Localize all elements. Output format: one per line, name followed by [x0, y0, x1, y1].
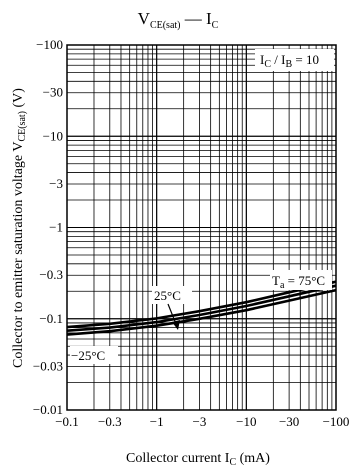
y-tick-labels: −0.01 −0.03 −0.1 −0.3 −1 −3 −10 −30 −100	[33, 37, 63, 417]
y-tick-label: −0.03	[33, 358, 63, 373]
x-tick-label: −0.1	[55, 414, 79, 429]
annotation-75c: Ta = 75°C	[272, 273, 325, 291]
y-tick-label: −30	[43, 85, 63, 100]
series-line-0	[66, 280, 337, 329]
series-line-2	[66, 288, 337, 336]
annotation-25c-arrowhead	[172, 320, 180, 330]
series-line-1	[66, 284, 337, 332]
x-tick-labels: −0.1 −0.3 −1 −3 −10 −30 −100	[55, 414, 349, 429]
grid	[66, 44, 337, 411]
annotation-25c-arrow	[167, 303, 177, 325]
chart-title: VCE(sat) — IC	[138, 9, 219, 31]
annotation-25-bg	[152, 286, 192, 304]
x-tick-label: −100	[323, 414, 350, 429]
annotation-m25-bg	[70, 346, 118, 364]
y-axis-label: Collector to emitter saturation voltage …	[11, 88, 28, 368]
x-tick-label: −0.3	[98, 414, 122, 429]
x-tick-label: −30	[279, 414, 299, 429]
title-v: V	[138, 9, 151, 28]
title-i: I	[206, 9, 212, 28]
title-v-sub: CE(sat)	[150, 20, 181, 31]
x-tick-label: −3	[193, 414, 207, 429]
plot-frame	[66, 44, 337, 411]
y-tick-label: −0.3	[39, 267, 63, 282]
y-tick-label: −3	[49, 176, 63, 191]
x-axis-label: Collector current IC (mA)	[126, 451, 270, 468]
condition-box	[255, 49, 334, 71]
y-tick-label: −0.1	[39, 311, 63, 326]
condition-label: IC / IB = 10	[260, 52, 319, 70]
title-i-sub: C	[212, 20, 219, 31]
y-tick-label: −10	[43, 128, 63, 143]
x-tick-label: −10	[236, 414, 256, 429]
annotation-75-bg	[270, 270, 332, 290]
x-tick-label: −1	[150, 414, 164, 429]
curves	[66, 280, 337, 336]
y-tick-label: −1	[49, 220, 63, 235]
annotation-minus25c: −25°C	[71, 348, 105, 363]
title-sep: —	[180, 9, 206, 28]
y-tick-label: −0.01	[33, 402, 63, 417]
y-tick-label: −100	[36, 37, 63, 52]
annotation-25c: 25°C	[154, 288, 181, 303]
